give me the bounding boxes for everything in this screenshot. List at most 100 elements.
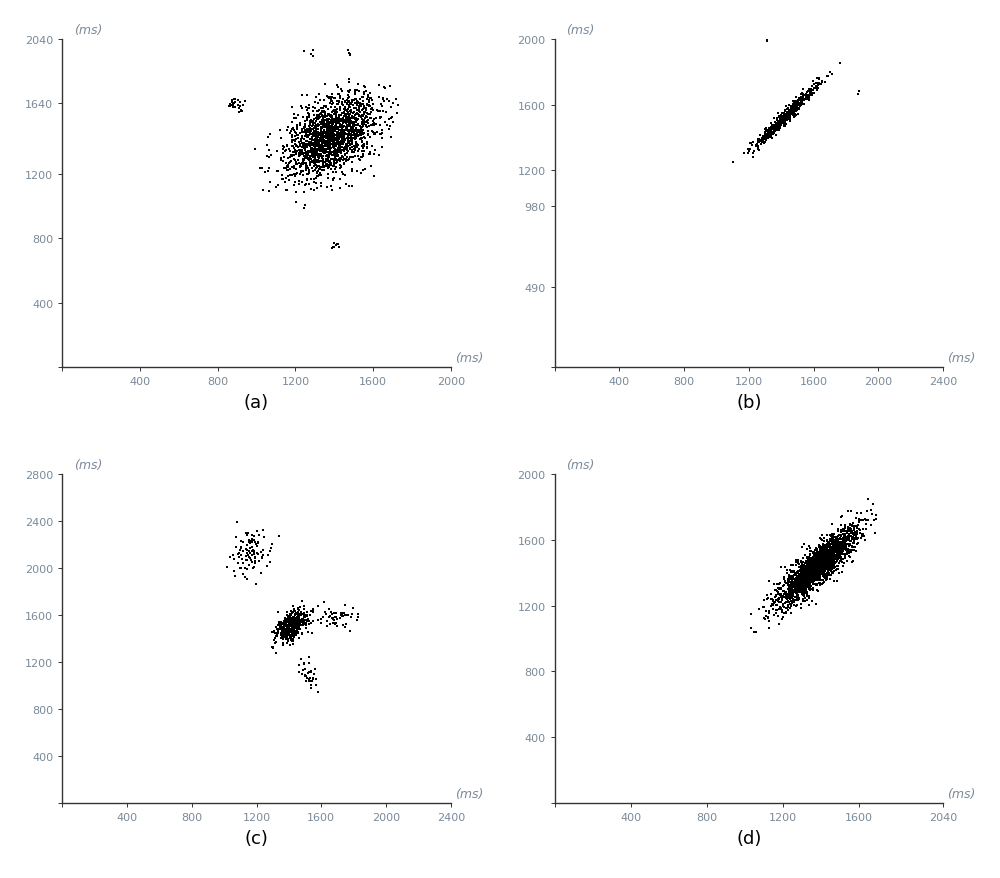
Point bbox=[782, 111, 798, 125]
Point bbox=[825, 558, 841, 572]
Point bbox=[784, 594, 800, 608]
Point bbox=[807, 82, 823, 96]
Point bbox=[804, 572, 820, 586]
Point bbox=[285, 606, 301, 620]
Point bbox=[324, 114, 340, 128]
Point bbox=[339, 114, 355, 128]
Point bbox=[843, 529, 859, 543]
Point bbox=[781, 573, 797, 587]
Point bbox=[829, 536, 845, 551]
Point bbox=[811, 564, 827, 578]
Point bbox=[326, 133, 342, 148]
Point bbox=[298, 616, 314, 630]
Point bbox=[300, 107, 316, 121]
Point bbox=[781, 110, 797, 124]
Point bbox=[356, 86, 372, 100]
Point bbox=[774, 603, 790, 617]
Point bbox=[301, 167, 317, 181]
Point bbox=[822, 555, 838, 569]
Point bbox=[805, 561, 821, 575]
Point bbox=[288, 628, 304, 642]
Point bbox=[316, 142, 332, 156]
Point bbox=[339, 143, 355, 157]
Point bbox=[342, 101, 358, 115]
Point bbox=[300, 145, 316, 159]
Point bbox=[288, 622, 304, 636]
Point bbox=[781, 595, 797, 609]
Point bbox=[322, 130, 338, 144]
Point bbox=[799, 570, 815, 584]
Point bbox=[325, 613, 341, 627]
Point bbox=[277, 614, 293, 628]
Point bbox=[815, 551, 831, 565]
Point bbox=[338, 617, 354, 631]
Point bbox=[818, 561, 834, 575]
Point bbox=[259, 149, 275, 163]
Point bbox=[806, 566, 822, 580]
Point bbox=[794, 97, 810, 112]
Point bbox=[338, 128, 354, 142]
Point bbox=[772, 114, 788, 128]
Point bbox=[811, 562, 827, 576]
Point bbox=[798, 575, 814, 589]
Point bbox=[798, 569, 814, 583]
Point bbox=[307, 133, 323, 147]
Point bbox=[809, 578, 825, 592]
Point bbox=[811, 72, 827, 86]
Point bbox=[340, 105, 356, 119]
Point bbox=[796, 587, 812, 601]
Point bbox=[292, 619, 308, 633]
Point bbox=[790, 578, 806, 592]
Point bbox=[326, 141, 342, 155]
Point bbox=[335, 619, 351, 633]
Point bbox=[285, 632, 301, 646]
Point bbox=[808, 572, 824, 586]
Point bbox=[800, 576, 816, 590]
Point bbox=[817, 567, 833, 581]
Point bbox=[764, 598, 780, 612]
Point bbox=[348, 114, 364, 128]
Point bbox=[305, 165, 321, 179]
Point bbox=[294, 667, 310, 681]
Point bbox=[335, 114, 351, 128]
Point bbox=[778, 585, 794, 599]
Point bbox=[285, 621, 301, 635]
Point bbox=[868, 508, 884, 522]
Point bbox=[766, 122, 782, 136]
Point bbox=[295, 139, 311, 153]
Point bbox=[323, 125, 339, 139]
Point bbox=[816, 546, 832, 560]
Point bbox=[354, 124, 370, 138]
Point bbox=[282, 625, 298, 639]
Point bbox=[284, 149, 300, 163]
Point bbox=[325, 123, 341, 137]
Point bbox=[837, 518, 853, 532]
Point bbox=[780, 105, 796, 119]
Point bbox=[324, 95, 340, 109]
Point bbox=[788, 574, 804, 588]
Point bbox=[770, 119, 786, 133]
Point bbox=[810, 569, 826, 583]
Point bbox=[230, 98, 246, 112]
Point bbox=[767, 583, 783, 597]
Point bbox=[813, 567, 829, 581]
Point bbox=[230, 557, 246, 571]
Point bbox=[327, 616, 343, 630]
Point bbox=[826, 540, 842, 554]
Point bbox=[793, 96, 809, 110]
Point bbox=[821, 555, 837, 569]
Point bbox=[347, 109, 363, 123]
Point bbox=[785, 105, 801, 119]
Point bbox=[778, 588, 794, 602]
Point bbox=[297, 140, 313, 154]
Point bbox=[821, 539, 837, 553]
Point bbox=[310, 137, 326, 151]
Point bbox=[837, 525, 853, 539]
Point bbox=[323, 111, 339, 125]
Point bbox=[822, 541, 838, 555]
Point bbox=[769, 124, 785, 138]
Point bbox=[328, 147, 344, 161]
Point bbox=[319, 113, 335, 127]
Point bbox=[313, 131, 329, 145]
Point bbox=[323, 135, 339, 149]
